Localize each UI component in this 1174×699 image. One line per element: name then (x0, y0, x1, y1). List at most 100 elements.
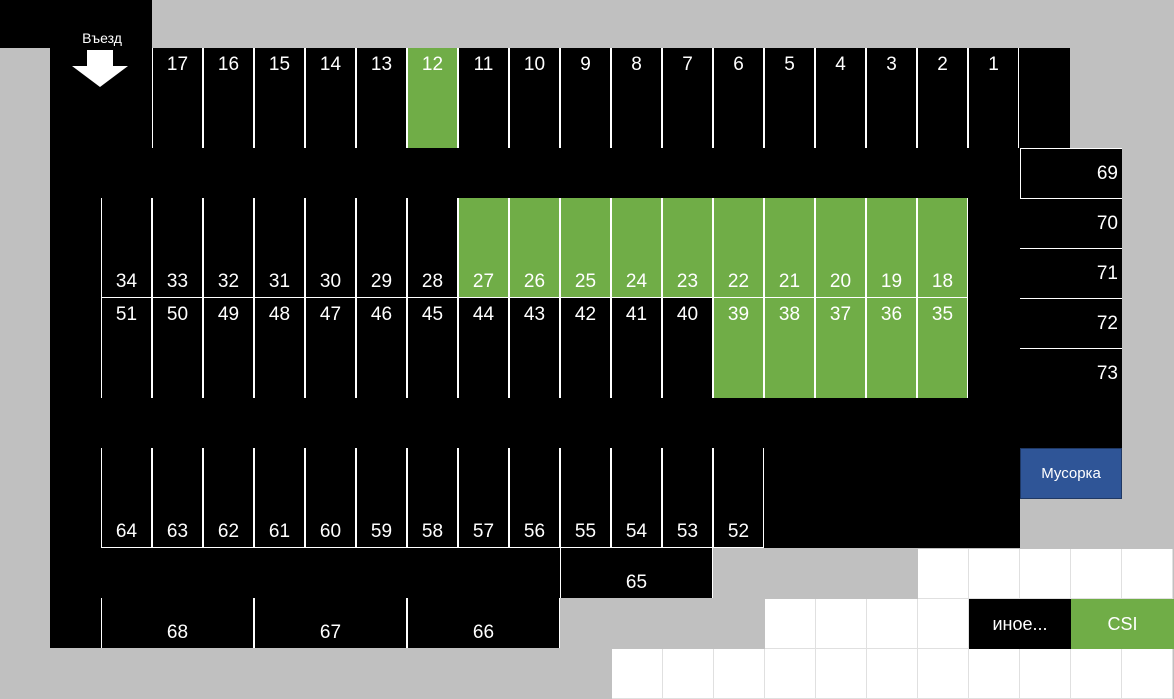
entry-label: Въезд (82, 30, 122, 46)
parking-spot: 1 (968, 48, 1019, 148)
parking-spot-number: 54 (625, 521, 648, 542)
parking-spot-number: 55 (574, 521, 597, 542)
parking-spot: 35 (917, 298, 968, 398)
parking-spot: 7 (662, 48, 713, 148)
parking-spot-number: 23 (676, 271, 699, 292)
parking-spot-number: 35 (931, 304, 954, 325)
parking-spot-number: 20 (829, 271, 852, 292)
parking-spot: 60 (305, 448, 356, 548)
parking-spot-number: 57 (472, 521, 495, 542)
parking-spot-number: 68 (166, 622, 189, 643)
parking-spot-large: 66 (407, 598, 560, 648)
parking-spot: 14 (305, 48, 356, 148)
parking-spot-number: 6 (733, 54, 744, 75)
parking-spot-number: 67 (319, 622, 342, 643)
parking-spot-number: 36 (880, 304, 903, 325)
parking-spot-number: 17 (166, 54, 189, 75)
parking-spot-number: 47 (319, 304, 342, 325)
parking-spot-number: 39 (727, 304, 750, 325)
parking-spot-number: 69 (1096, 162, 1118, 184)
parking-spot: 18 (917, 198, 968, 298)
parking-spot-number: 66 (472, 622, 495, 643)
parking-spot: 15 (254, 48, 305, 148)
parking-spot-number: 70 (1096, 212, 1118, 234)
parking-spot-number: 45 (421, 304, 444, 325)
white-grid-cell (1020, 649, 1071, 699)
parking-spot: 51 (101, 298, 152, 398)
parking-spot-number: 4 (835, 54, 846, 75)
parking-spot-number: 64 (115, 521, 138, 542)
white-grid-cell (663, 649, 714, 699)
white-grid-cell (918, 549, 969, 599)
parking-spot-number: 28 (421, 271, 444, 292)
parking-spot-right: 73 (1020, 348, 1122, 398)
parking-spot-number: 62 (217, 521, 240, 542)
parking-spot-number: 43 (523, 304, 546, 325)
parking-spot-number: 50 (166, 304, 189, 325)
parking-spot-number: 2 (937, 54, 948, 75)
parking-spot: 13 (356, 48, 407, 148)
parking-spot: 54 (611, 448, 662, 548)
parking-spot: 63 (152, 448, 203, 548)
parking-spot-number: 38 (778, 304, 801, 325)
parking-spot: 4 (815, 48, 866, 148)
parking-spot: 45 (407, 298, 458, 398)
parking-spot-number: 41 (625, 304, 648, 325)
parking-spot-number: 25 (574, 271, 597, 292)
parking-spot-number: 51 (115, 304, 138, 325)
parking-spot-number: 31 (268, 271, 291, 292)
white-grid-cell (816, 599, 867, 649)
parking-spot-number: 27 (472, 271, 495, 292)
parking-spot-number: 65 (625, 572, 648, 593)
parking-spot-number: 5 (784, 54, 795, 75)
parking-spot: 37 (815, 298, 866, 398)
legend-other: иное... (969, 599, 1071, 649)
parking-spot: 32 (203, 198, 254, 298)
parking-spot-number: 60 (319, 521, 342, 542)
parking-spot: 19 (866, 198, 917, 298)
parking-spot: 50 (152, 298, 203, 398)
parking-spot: 49 (203, 298, 254, 398)
parking-spot-number: 12 (421, 54, 444, 75)
parking-spot: 38 (764, 298, 815, 398)
parking-spot-number: 56 (523, 521, 546, 542)
parking-spot: 26 (509, 198, 560, 298)
parking-spot: 47 (305, 298, 356, 398)
parking-spot-number: 37 (829, 304, 852, 325)
parking-spot: 10 (509, 48, 560, 148)
parking-spot: 21 (764, 198, 815, 298)
parking-spot-number: 48 (268, 304, 291, 325)
white-grid-cell (1071, 649, 1122, 699)
parking-spot: 11 (458, 48, 509, 148)
lot-area (50, 548, 560, 648)
parking-spot-number: 59 (370, 521, 393, 542)
white-grid-cell (867, 649, 918, 699)
parking-spot: 40 (662, 298, 713, 398)
parking-spot-number: 22 (727, 271, 750, 292)
parking-spot: 27 (458, 198, 509, 298)
entry-arrow-icon (72, 50, 128, 87)
legend-csi: CSI (1071, 599, 1174, 649)
parking-spot-number: 3 (886, 54, 897, 75)
white-grid-cell (918, 599, 969, 649)
trash-label: Мусорка (1041, 465, 1101, 482)
parking-spot: 39 (713, 298, 764, 398)
parking-spot: 22 (713, 198, 764, 298)
parking-spot: 8 (611, 48, 662, 148)
parking-spot: 58 (407, 448, 458, 548)
legend-csi-label: CSI (1107, 613, 1138, 634)
parking-spot: 25 (560, 198, 611, 298)
parking-spot: 16 (203, 48, 254, 148)
parking-spot: 6 (713, 48, 764, 148)
parking-spot: 5 (764, 48, 815, 148)
parking-spot-number: 1 (988, 54, 999, 75)
parking-spot-number: 30 (319, 271, 342, 292)
parking-spot-number: 13 (370, 54, 393, 75)
parking-spot-number: 34 (115, 271, 138, 292)
lot-area (50, 48, 1020, 198)
parking-spot-number: 9 (580, 54, 591, 75)
lot-area (0, 0, 152, 48)
parking-spot-right: 71 (1020, 248, 1122, 298)
parking-spot-number: 10 (523, 54, 546, 75)
parking-spot-number: 14 (319, 54, 342, 75)
